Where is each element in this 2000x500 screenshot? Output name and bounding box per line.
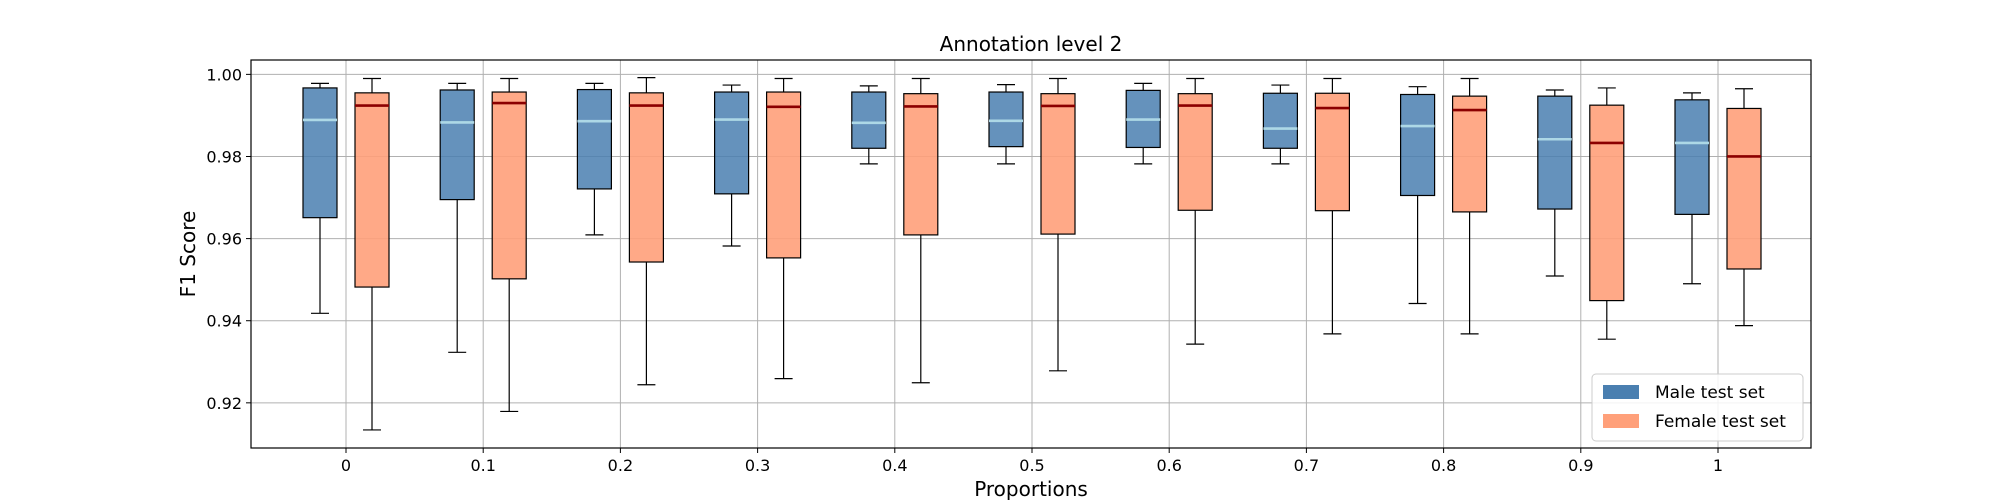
box-body — [1451, 95, 1488, 213]
box-body — [713, 91, 750, 195]
box-body — [1589, 104, 1625, 302]
box-body — [851, 91, 887, 149]
legend-label-female: Female test set — [1655, 412, 1786, 432]
box-female-0.6 — [1177, 77, 1213, 345]
box-body — [1262, 92, 1299, 149]
y-tick-label: 0.98 — [206, 147, 242, 166]
x-tick-label: 0 — [341, 456, 351, 475]
legend-swatch-male — [1603, 385, 1639, 399]
box-body — [491, 91, 527, 280]
box-body — [1726, 107, 1762, 270]
box-female-0.4 — [903, 77, 939, 384]
box-body — [765, 91, 802, 259]
box-female-0.8 — [1451, 77, 1488, 335]
box-female-0 — [354, 77, 390, 431]
box-body — [1537, 95, 1573, 210]
box-body — [988, 91, 1024, 148]
box-female-0.5 — [1040, 77, 1076, 372]
box-body — [1399, 93, 1436, 197]
box-body — [1040, 93, 1076, 235]
box-body — [903, 93, 939, 236]
y-tick-label: 1.00 — [206, 65, 242, 84]
y-tick-label: 0.92 — [206, 394, 242, 413]
box-body — [576, 88, 613, 190]
box-male-0.7 — [1262, 84, 1299, 165]
box-body — [1314, 92, 1351, 212]
x-tick-label: 0.3 — [745, 456, 770, 475]
box-body — [628, 92, 665, 263]
plot-frame — [250, 59, 1812, 449]
box-female-0.1 — [491, 77, 527, 413]
box-male-0.6 — [1125, 82, 1161, 165]
box-male-0 — [302, 82, 338, 314]
box-female-0.2 — [628, 77, 665, 386]
box-body — [354, 92, 390, 288]
x-tick-label: 0.7 — [1294, 456, 1319, 475]
x-tick-label: 0.5 — [1019, 456, 1044, 475]
x-tick-label: 0.6 — [1156, 456, 1181, 475]
x-tick-label: 0.1 — [470, 456, 495, 475]
x-tick-label: 1 — [1713, 456, 1723, 475]
box-female-0.3 — [765, 77, 802, 380]
legend-swatch-female — [1603, 414, 1639, 428]
y-tick-label: 0.96 — [206, 230, 242, 249]
y-tick-label: 0.94 — [206, 312, 242, 331]
x-tick-label: 0.8 — [1431, 456, 1456, 475]
x-tick-label: 0.9 — [1568, 456, 1593, 475]
legend: Male test set Female test set — [1591, 373, 1804, 442]
box-body — [439, 89, 475, 201]
legend-box — [1591, 373, 1804, 442]
box-male-0.1 — [439, 82, 475, 353]
x-tick-label: 0.2 — [608, 456, 633, 475]
ticks: 0.92 0.94 0.96 0.98 1.00 0 0.1 0.2 0.3 0.4 0.5 0.6 0… — [206, 65, 1723, 475]
box-male-0.8 — [1399, 86, 1436, 305]
y-axis-label: F1 Score — [176, 211, 200, 298]
box-body — [1674, 99, 1710, 215]
x-tick-label: 0.4 — [882, 456, 907, 475]
box-female-0.9 — [1589, 87, 1625, 340]
x-axis-label: Proportions — [974, 477, 1088, 500]
box-female-0.7 — [1314, 77, 1351, 335]
chart-title: Annotation level 2 — [940, 32, 1123, 56]
box-body — [1177, 93, 1213, 211]
box-female-1 — [1726, 88, 1762, 327]
box-body — [302, 87, 338, 219]
box-male-0.4 — [851, 85, 887, 165]
data-layer — [302, 77, 1762, 431]
box-male-1 — [1674, 92, 1710, 285]
box-male-0.9 — [1537, 89, 1573, 277]
box-male-0.2 — [576, 82, 613, 236]
box-male-0.5 — [988, 84, 1024, 165]
box-male-0.3 — [713, 84, 750, 247]
legend-label-male: Male test set — [1655, 383, 1765, 403]
